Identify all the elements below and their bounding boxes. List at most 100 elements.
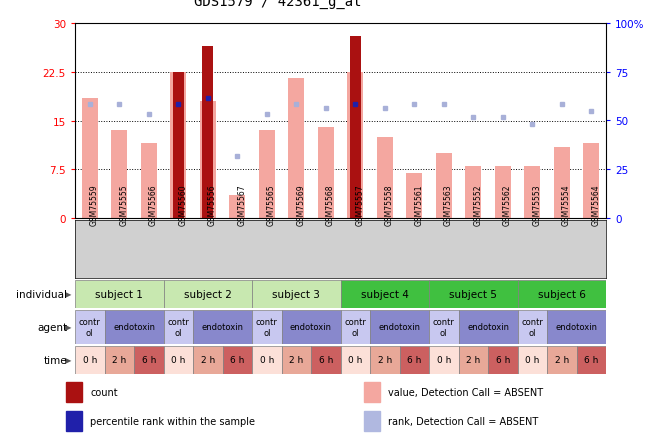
Bar (82, 99, 98, 218)
Text: GSM75568: GSM75568 (326, 184, 334, 225)
Bar (311, 346, 340, 374)
Text: ▶: ▶ (65, 323, 71, 332)
Text: 2 h: 2 h (112, 356, 126, 365)
Text: GSM75564: GSM75564 (591, 184, 600, 225)
Bar (518, 346, 547, 374)
Bar (193, 346, 223, 374)
Text: GSM75555: GSM75555 (119, 184, 128, 225)
Text: individual: individual (16, 289, 67, 299)
Text: 2 h: 2 h (201, 356, 215, 365)
Bar (282, 310, 340, 344)
Text: subject 6: subject 6 (538, 289, 586, 299)
Text: 0 h: 0 h (83, 356, 97, 365)
Text: 6 h: 6 h (584, 356, 598, 365)
Bar (340, 280, 429, 308)
Text: GSM75560: GSM75560 (178, 184, 187, 225)
Text: GDS1579 / 42361_g_at: GDS1579 / 42361_g_at (194, 0, 362, 9)
Text: GSM75556: GSM75556 (208, 184, 217, 225)
Bar (163, 346, 193, 374)
Bar (488, 346, 518, 374)
Bar (75, 280, 163, 308)
Text: GSM75569: GSM75569 (296, 184, 305, 225)
Bar (75, 310, 104, 344)
Text: GSM75558: GSM75558 (385, 184, 394, 225)
Bar (554, 147, 570, 218)
Bar (370, 346, 399, 374)
Text: endotoxin: endotoxin (555, 323, 598, 332)
Text: GSM75563: GSM75563 (444, 184, 453, 225)
Bar (429, 310, 459, 344)
Bar (170, 72, 186, 218)
Text: 6 h: 6 h (407, 356, 422, 365)
Text: value, Detection Call = ABSENT: value, Detection Call = ABSENT (388, 388, 543, 397)
Bar (229, 196, 245, 218)
Text: endotoxin: endotoxin (202, 323, 243, 332)
Text: GSM75553: GSM75553 (532, 184, 541, 225)
Bar (524, 167, 540, 218)
Bar (377, 138, 393, 218)
Text: 2 h: 2 h (555, 356, 569, 365)
Text: ▶: ▶ (65, 290, 71, 299)
Bar (163, 280, 252, 308)
Text: agent: agent (37, 322, 67, 332)
Bar (429, 346, 459, 374)
Text: percentile rank within the sample: percentile rank within the sample (91, 416, 255, 426)
Text: 6 h: 6 h (496, 356, 510, 365)
Bar (173, 72, 184, 218)
Text: endotoxin: endotoxin (113, 323, 155, 332)
Text: 2 h: 2 h (466, 356, 481, 365)
Text: contr
ol: contr ol (79, 318, 100, 337)
Bar (459, 310, 518, 344)
Bar (406, 173, 422, 218)
Text: ▶: ▶ (65, 356, 71, 365)
Text: GSM75561: GSM75561 (414, 184, 423, 225)
Bar (282, 346, 311, 374)
Bar (252, 310, 282, 344)
Text: 2 h: 2 h (289, 356, 303, 365)
Bar (163, 310, 193, 344)
Bar (583, 144, 600, 218)
Bar (252, 346, 282, 374)
Text: subject 5: subject 5 (449, 289, 497, 299)
Text: count: count (91, 388, 118, 397)
Text: GSM75565: GSM75565 (267, 184, 276, 225)
Bar (576, 346, 606, 374)
Bar (350, 37, 360, 218)
Bar (193, 310, 252, 344)
Bar (111, 131, 128, 218)
Text: subject 2: subject 2 (184, 289, 232, 299)
Text: GSM75557: GSM75557 (355, 184, 364, 225)
Text: GSM75562: GSM75562 (503, 184, 512, 225)
Bar (66, 411, 83, 431)
Text: 0 h: 0 h (348, 356, 362, 365)
Text: contr
ol: contr ol (344, 318, 366, 337)
Bar (288, 79, 304, 218)
Bar (252, 280, 340, 308)
Bar (223, 346, 252, 374)
Bar (318, 128, 334, 218)
Bar (518, 280, 606, 308)
Text: endotoxin: endotoxin (467, 323, 509, 332)
Text: GSM75552: GSM75552 (473, 184, 483, 225)
Bar (347, 72, 364, 218)
Text: subject 4: subject 4 (361, 289, 408, 299)
Text: GSM75566: GSM75566 (149, 184, 158, 225)
Bar (547, 310, 606, 344)
Bar (370, 310, 429, 344)
Bar (547, 346, 576, 374)
Text: time: time (44, 355, 67, 365)
Text: GSM75559: GSM75559 (90, 184, 98, 225)
Bar (340, 346, 370, 374)
Bar (104, 346, 134, 374)
Text: subject 3: subject 3 (272, 289, 320, 299)
Text: 0 h: 0 h (525, 356, 539, 365)
Text: contr
ol: contr ol (167, 318, 189, 337)
Text: 6 h: 6 h (230, 356, 245, 365)
Bar (75, 346, 104, 374)
Text: 0 h: 0 h (171, 356, 186, 365)
Bar (494, 167, 511, 218)
Text: rank, Detection Call = ABSENT: rank, Detection Call = ABSENT (388, 416, 538, 426)
Bar (141, 144, 157, 218)
Bar (66, 382, 83, 402)
Text: endotoxin: endotoxin (290, 323, 332, 332)
